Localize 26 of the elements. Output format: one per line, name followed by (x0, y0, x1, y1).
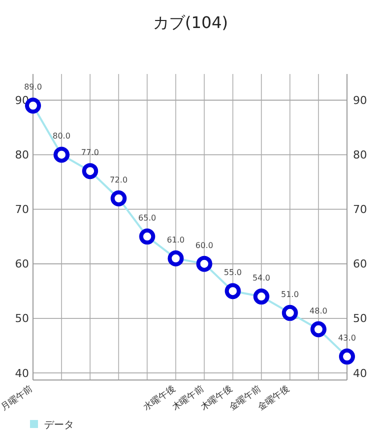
data-label: 77.0 (81, 148, 99, 158)
data-label: 51.0 (281, 290, 299, 299)
y2-tick-label: 50 (353, 312, 367, 326)
data-label: 60.0 (195, 240, 214, 250)
y-tick-label: 70 (15, 203, 29, 216)
y-tick-label: 50 (15, 312, 29, 326)
data-label: 54.0 (252, 274, 270, 283)
y2-tick-label: 70 (353, 203, 367, 216)
y2-tick-label: 80 (353, 148, 367, 162)
legend-label: データ (44, 420, 74, 431)
y2-tick-label: 40 (353, 366, 367, 380)
data-label: 65.0 (138, 214, 156, 223)
data-label: 72.0 (110, 175, 128, 184)
y-tick-label: 40 (15, 366, 29, 380)
chart-title: カブ(104) (152, 13, 228, 32)
y2-tick-label: 90 (353, 94, 367, 108)
data-label: 48.0 (310, 306, 328, 316)
data-label: 55.0 (224, 268, 242, 278)
y-tick-label: 80 (15, 148, 29, 162)
y-tick-label: 60 (15, 258, 29, 271)
y2-tick-label: 60 (353, 258, 367, 271)
data-label: 61.0 (166, 235, 185, 244)
data-label: 80.0 (52, 132, 70, 141)
data-label: 43.0 (338, 334, 356, 343)
x-tick-label: 月曜午前 (0, 383, 35, 414)
data-label: 89.0 (24, 82, 42, 92)
